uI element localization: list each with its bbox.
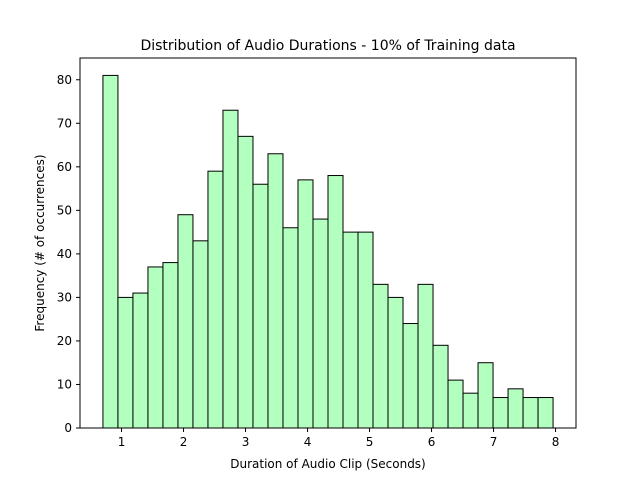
histogram-bar	[267, 153, 284, 429]
x-tick-label: 5	[366, 435, 374, 449]
y-tick-label: 80	[57, 73, 72, 87]
x-tick-label: 6	[428, 435, 436, 449]
histogram-bar	[222, 109, 239, 429]
histogram-bar	[522, 397, 539, 429]
y-tick-label: 20	[57, 334, 72, 348]
histogram-bar	[507, 388, 524, 429]
histogram-bar	[327, 175, 344, 429]
histogram-bar	[147, 266, 164, 429]
histogram-bar	[447, 379, 464, 429]
x-tick-label: 1	[118, 435, 126, 449]
x-axis-label: Duration of Audio Clip (Seconds)	[230, 457, 426, 471]
plot-frame	[79, 57, 577, 429]
histogram-bar	[492, 397, 509, 429]
y-axis-label: Frequency (# of occurrences)	[33, 154, 47, 331]
histogram-bar	[237, 135, 254, 429]
histogram-bar	[357, 231, 374, 429]
chart-title: Distribution of Audio Durations - 10% of…	[140, 38, 515, 54]
x-tick-label: 2	[180, 435, 188, 449]
y-tick-label: 10	[57, 377, 72, 391]
histogram-bar	[387, 296, 404, 429]
y-tick-label: 30	[57, 290, 72, 304]
histogram-bar	[312, 218, 329, 429]
histogram-bar	[177, 214, 194, 429]
x-tick-label: 4	[304, 435, 312, 449]
histogram-bar	[282, 227, 299, 429]
histogram-bar	[192, 240, 209, 429]
histogram-bar	[477, 362, 494, 429]
histogram-bar	[402, 323, 419, 429]
y-tick-label: 60	[57, 160, 72, 174]
histogram-bar	[117, 296, 134, 429]
histogram-bar	[372, 283, 389, 429]
x-axis: 1 2 3 4 5 6 7 8	[118, 428, 560, 449]
x-tick-label: 3	[242, 435, 250, 449]
histogram-bar	[102, 74, 119, 429]
histogram-bar	[432, 344, 449, 429]
y-tick-label: 40	[57, 247, 72, 261]
histogram-bar	[252, 183, 269, 429]
y-tick-label: 50	[57, 203, 72, 217]
histogram-bar	[162, 262, 179, 429]
histogram-bar	[132, 292, 149, 429]
x-tick-label: 8	[552, 435, 560, 449]
histogram-bar	[207, 170, 224, 429]
y-tick-label: 70	[57, 116, 72, 130]
bars-layer	[102, 74, 554, 429]
histogram-bar	[537, 397, 554, 429]
x-tick-label: 7	[490, 435, 498, 449]
histogram-bar	[462, 392, 479, 429]
y-tick-label: 0	[64, 421, 72, 435]
histogram-bar	[417, 283, 434, 429]
y-axis: 0 10 20 30 40 50 60 70 80	[57, 73, 80, 435]
histogram-bar	[297, 179, 314, 429]
histogram-bar	[342, 231, 359, 429]
